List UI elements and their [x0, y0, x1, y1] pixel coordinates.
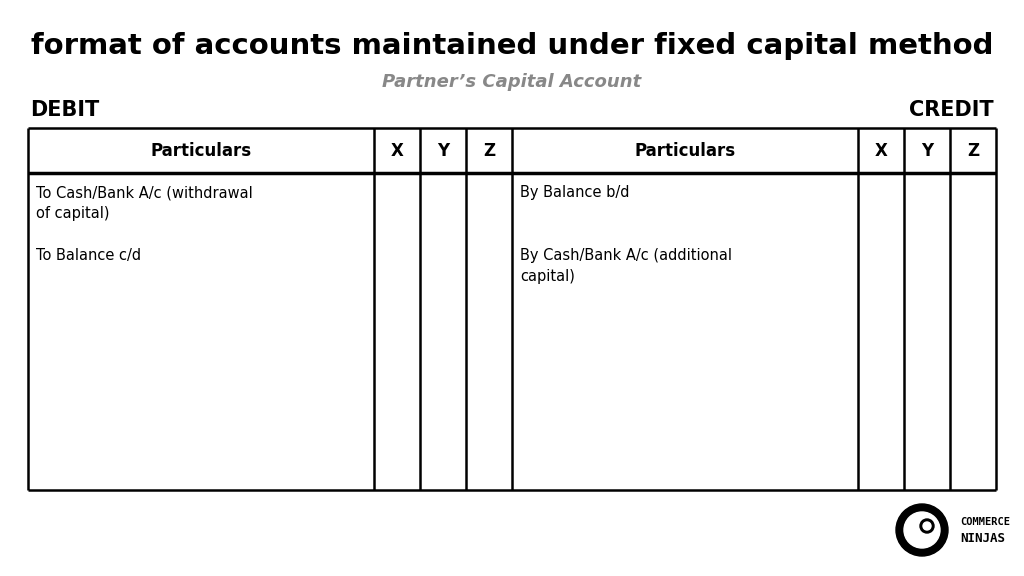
Text: To Balance c/d: To Balance c/d: [36, 248, 141, 263]
Circle shape: [904, 512, 940, 548]
Circle shape: [920, 519, 934, 533]
Circle shape: [896, 504, 948, 556]
Text: Y: Y: [921, 142, 933, 160]
Text: Partner’s Capital Account: Partner’s Capital Account: [382, 73, 642, 91]
Text: Particulars: Particulars: [151, 142, 252, 160]
Text: CREDIT: CREDIT: [909, 100, 994, 120]
Text: Y: Y: [437, 142, 450, 160]
Text: Z: Z: [483, 142, 495, 160]
Text: To Cash/Bank A/c (withdrawal
of capital): To Cash/Bank A/c (withdrawal of capital): [36, 185, 253, 221]
Text: Z: Z: [967, 142, 979, 160]
Text: NINJAS: NINJAS: [961, 532, 1005, 544]
Text: By Cash/Bank A/c (additional
capital): By Cash/Bank A/c (additional capital): [520, 248, 732, 284]
Text: format of accounts maintained under fixed capital method: format of accounts maintained under fixe…: [31, 32, 993, 60]
Text: By Balance b/d: By Balance b/d: [520, 185, 630, 200]
Text: DEBIT: DEBIT: [30, 100, 99, 120]
Text: X: X: [874, 142, 888, 160]
Circle shape: [923, 522, 931, 530]
Text: Particulars: Particulars: [635, 142, 735, 160]
Text: COMMERCE: COMMERCE: [961, 517, 1010, 527]
Text: X: X: [390, 142, 403, 160]
